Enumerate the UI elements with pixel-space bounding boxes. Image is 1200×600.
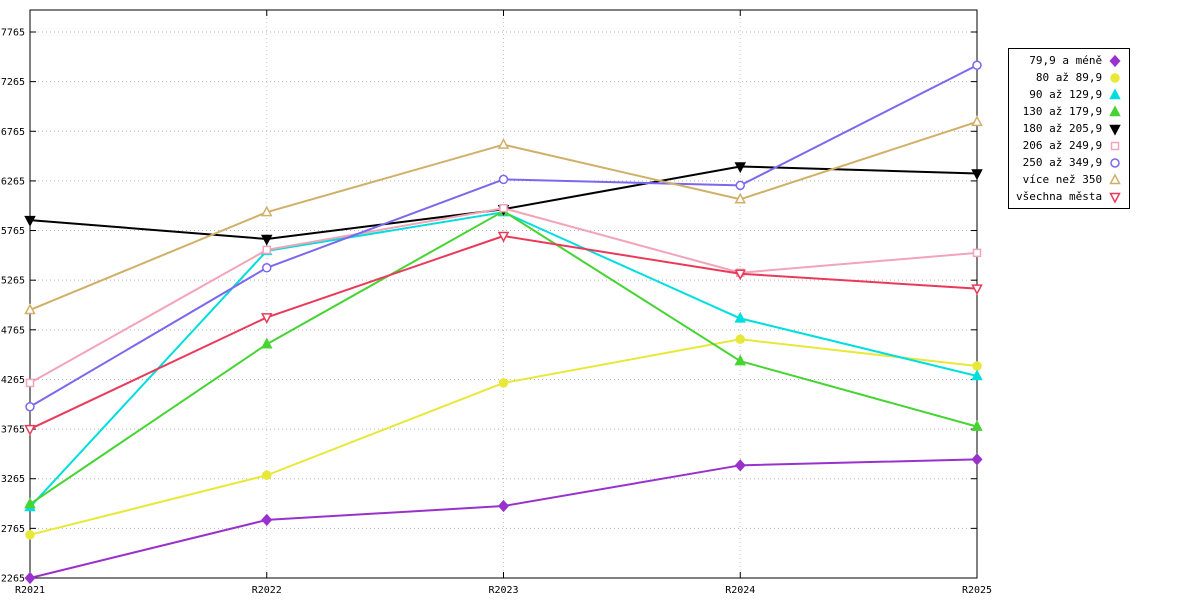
legend-item: všechna města	[1016, 188, 1122, 205]
legend-label: 79,9 a méně	[1029, 54, 1103, 67]
diamond-filled-marker-icon	[497, 499, 510, 513]
legend-marker-icon	[1109, 87, 1121, 99]
triangle-up-filled-marker-icon	[971, 420, 983, 431]
triangle-up-open-marker-icon	[497, 138, 510, 149]
y-axis-tick-label: 3265	[1, 474, 25, 485]
circle-filled-marker-icon	[498, 378, 509, 388]
triangle-down-filled-marker-icon	[24, 215, 36, 227]
triangle-down-filled-marker-icon	[734, 162, 746, 174]
circle-open-marker-icon	[498, 174, 509, 185]
legend-item: 130 až 179,9	[1016, 103, 1122, 120]
legend-marker-icon	[1110, 157, 1120, 168]
y-axis-tick-label: 4265	[1, 375, 25, 386]
diamond-filled-marker-icon	[1109, 54, 1121, 67]
triangle-up-open-marker-icon	[734, 192, 746, 204]
legend-label: 180 až 205,9	[1022, 122, 1103, 135]
legend-marker-icon	[1110, 141, 1120, 150]
circle-open-marker-icon	[735, 180, 745, 191]
triangle-down-open-marker-icon	[1109, 192, 1121, 204]
square-open-marker-icon	[499, 203, 508, 213]
y-axis-tick-label: 2265	[1, 574, 25, 585]
legend-item: 180 až 205,9	[1016, 120, 1122, 137]
legend-label: 250 až 349,9	[1022, 156, 1103, 169]
y-axis-tick-label: 6265	[1, 176, 25, 187]
triangle-down-filled-marker-icon	[1109, 124, 1121, 136]
triangle-down-open-marker-icon	[261, 313, 273, 325]
triangle-down-open-marker-icon	[24, 424, 36, 436]
triangle-down-filled-marker-icon	[971, 169, 983, 181]
y-axis-tick-label: 7265	[1, 77, 25, 88]
y-axis-tick-label: 6765	[1, 127, 25, 138]
x-axis-tick-label: R2022	[252, 585, 282, 596]
y-axis-tick-label: 5265	[1, 276, 25, 287]
legend-item: 206 až 249,9	[1016, 137, 1122, 154]
legend-label: 80 až 89,9	[1035, 71, 1103, 84]
legend-label: 130 až 179,9	[1022, 105, 1103, 118]
y-axis-tick-label: 7765	[1, 28, 25, 39]
y-axis-tick-label: 3765	[1, 425, 25, 436]
x-axis-tick-label: R2025	[962, 585, 992, 596]
legend-marker-icon	[1109, 192, 1121, 204]
square-open-marker-icon	[25, 378, 35, 388]
square-open-marker-icon	[262, 245, 271, 255]
circle-open-marker-icon	[262, 263, 272, 273]
triangle-down-open-marker-icon	[971, 284, 983, 296]
legend-marker-icon	[1109, 104, 1121, 116]
triangle-up-filled-marker-icon	[734, 354, 746, 366]
y-axis-tick-label: 5765	[1, 226, 25, 237]
circle-open-marker-icon	[1110, 157, 1120, 168]
triangle-up-filled-marker-icon	[971, 369, 983, 381]
x-axis-tick-label: R2024	[725, 585, 755, 596]
circle-open-marker-icon	[972, 60, 982, 71]
diamond-filled-marker-icon	[24, 571, 36, 585]
circle-filled-marker-icon	[972, 361, 982, 371]
triangle-down-filled-marker-icon	[261, 234, 273, 246]
legend-label: všechna města	[1016, 190, 1103, 203]
diamond-filled-marker-icon	[734, 459, 746, 472]
triangle-up-open-marker-icon	[971, 115, 983, 127]
x-axis-tick-label: R2023	[488, 585, 518, 596]
legend-label: 90 až 129,9	[1029, 88, 1103, 101]
series-line	[29, 210, 978, 506]
circle-filled-marker-icon	[262, 470, 272, 481]
triangle-up-filled-marker-icon	[734, 311, 746, 323]
y-axis-tick-label: 4765	[1, 325, 25, 336]
triangle-up-open-marker-icon	[1109, 172, 1121, 184]
triangle-up-filled-marker-icon	[1109, 87, 1121, 99]
triangle-up-filled-marker-icon	[24, 497, 36, 509]
diamond-filled-marker-icon	[261, 513, 273, 527]
legend-marker-icon	[1109, 124, 1121, 136]
triangle-up-filled-marker-icon	[1109, 104, 1121, 116]
legend-label: více než 350	[1022, 173, 1103, 186]
legend-item: 80 až 89,9	[1016, 69, 1122, 86]
legend-marker-icon	[1110, 72, 1120, 83]
circle-filled-marker-icon	[735, 334, 745, 344]
diamond-filled-marker-icon	[971, 453, 983, 466]
legend-label: 206 až 249,9	[1022, 139, 1103, 152]
square-open-marker-icon	[1110, 141, 1120, 150]
legend: 79,9 a méně 80 až 89,9 90 až 129,9 130 až 1…	[1008, 48, 1131, 209]
legend-item: více než 350	[1016, 171, 1122, 188]
legend-marker-icon	[1109, 172, 1121, 184]
circle-open-marker-icon	[25, 402, 35, 412]
legend-item: 79,9 a méně	[1016, 52, 1122, 69]
legend-item: 250 až 349,9	[1016, 154, 1122, 171]
triangle-down-open-marker-icon	[497, 231, 510, 243]
y-axis-tick-label: 2765	[1, 524, 25, 535]
triangle-down-open-marker-icon	[734, 269, 746, 281]
legend-item: 90 až 129,9	[1016, 86, 1122, 103]
triangle-up-open-marker-icon	[261, 205, 273, 217]
x-axis-tick-label: R2021	[15, 585, 45, 596]
legend-marker-icon	[1109, 54, 1121, 67]
square-open-marker-icon	[972, 248, 982, 258]
circle-filled-marker-icon	[25, 530, 35, 540]
circle-filled-marker-icon	[1110, 72, 1120, 83]
triangle-up-open-marker-icon	[24, 303, 36, 315]
triangle-up-filled-marker-icon	[261, 337, 273, 349]
